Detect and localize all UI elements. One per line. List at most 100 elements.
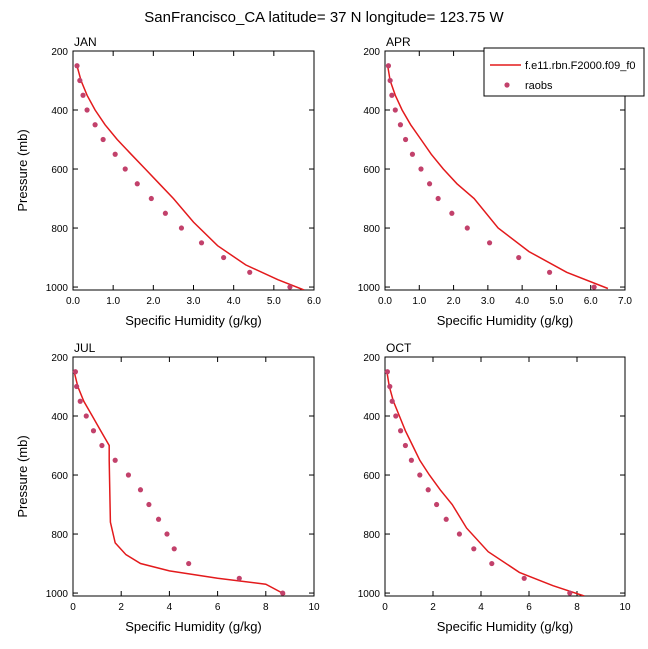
x-tick-label: 6 (526, 602, 532, 613)
raobs-point (425, 487, 431, 493)
y-tick-label: 400 (51, 106, 68, 117)
raobs-point (417, 472, 423, 478)
y-tick-label: 200 (363, 353, 380, 364)
x-tick-label: 5.0 (549, 296, 563, 307)
figure-title: SanFrancisco_CA latitude= 37 N longitude… (144, 9, 504, 26)
raobs-point (567, 590, 573, 596)
y-tick-label: 600 (51, 471, 68, 482)
raobs-point (389, 398, 395, 404)
y-tick-label: 1000 (46, 589, 69, 600)
x-axis-label: Specific Humidity (g/kg) (437, 313, 574, 328)
raobs-point (134, 181, 140, 187)
raobs-point (449, 210, 455, 216)
raobs-point (83, 413, 89, 419)
legend: f.e11.rbn.F2000.f09_f0 raobs (483, 47, 645, 97)
model-line-apr (386, 65, 609, 290)
y-tick-label: 1000 (358, 589, 381, 600)
y-tick-label: 800 (363, 530, 380, 541)
raobs-point (112, 457, 118, 463)
raobs-point (398, 428, 404, 434)
y-tick-label: 600 (51, 165, 68, 176)
raobs-point (155, 516, 162, 522)
x-tick-label: 10 (619, 602, 631, 613)
y-tick-label: 1000 (358, 283, 381, 294)
raobs-point (456, 531, 462, 537)
x-tick-label: 4 (478, 602, 484, 613)
panels: 0.0 1.0 2.0 3.0 4.0 5.0 6.02004006008001000JAN… (15, 35, 632, 634)
x-axis-label: Specific Humidity (g/kg) (125, 313, 262, 328)
y-tick-label: 800 (363, 224, 380, 235)
raobs-point (443, 516, 449, 522)
panel-apr: 0.0 1.0 2.0 3.0 4.0 5.0 6.0 7.0 200 400 600 800 1000… (358, 35, 633, 328)
x-tick-label: 3.0 (187, 296, 201, 307)
raobs-point (77, 398, 83, 404)
raobs-point (393, 413, 399, 419)
panel-label-apr: APR (386, 35, 411, 49)
y-tick-label: 200 (51, 47, 68, 58)
x-tick-label: 0 (382, 602, 388, 613)
raobs-point (77, 77, 83, 84)
raobs-point (171, 546, 177, 552)
raobs-point (426, 181, 433, 187)
raobs-point (247, 269, 253, 275)
raobs-point (435, 195, 441, 202)
raobs-point (178, 225, 185, 231)
y-tick-label: 800 (51, 530, 68, 541)
raobs-point (100, 136, 106, 143)
raobs-point (389, 92, 395, 98)
raobs-point (402, 136, 409, 143)
raobs-point (74, 383, 80, 390)
raobs-point (409, 151, 416, 157)
x-tick-label: 1.0 (106, 296, 120, 307)
legend-obs-label: raobs (525, 80, 553, 92)
raobs-point (471, 546, 477, 552)
y-tick-label: 600 (363, 165, 380, 176)
raobs-point (546, 269, 553, 275)
x-tick-label: 4.0 (515, 296, 529, 307)
x-tick-label: 7.0 (618, 296, 632, 307)
y-tick-label: 1000 (46, 283, 69, 294)
panel-jul: 0 2 4 6 8 10 200 400 600 800 1000 JUL Specific Humid… (15, 341, 320, 634)
y-tick-label: 200 (51, 353, 68, 364)
raobs-point (489, 560, 495, 567)
plot-frame-jul (72, 356, 315, 597)
raobs-point (99, 442, 105, 449)
raobs-point (186, 560, 192, 567)
y-tick-label: 600 (363, 471, 380, 482)
x-tick-label: 3.0 (481, 296, 495, 307)
x-tick-label: 0 (70, 602, 76, 613)
raobs-point (72, 369, 79, 375)
raobs-point (408, 457, 414, 463)
panel-oct: 0 2 4 6 8 10 200 400 600 800 1000 OCT Specific Humid… (358, 341, 631, 634)
x-axis-label: Specific Humidity (g/kg) (125, 619, 262, 634)
x-tick-label: 0.0 (66, 296, 80, 307)
raobs-point (122, 166, 128, 172)
x-tick-label: 4.0 (227, 296, 241, 307)
y-tick-label: 800 (51, 224, 68, 235)
raobs-point (434, 501, 440, 508)
raobs-point (516, 254, 522, 261)
legend-model-label: f.e11.rbn.F2000.f09_f0 (525, 60, 636, 72)
raobs-point (392, 107, 398, 113)
raobs-point (198, 240, 205, 246)
x-tick-label: 2.0 (447, 296, 461, 307)
plot-frame-jan (72, 50, 315, 291)
x-tick-label: 5.0 (267, 296, 281, 307)
raobs-point (418, 166, 424, 172)
x-tick-label: 2 (118, 602, 124, 613)
y-tick-label: 200 (363, 47, 380, 58)
x-tick-label: 2.0 (146, 296, 160, 307)
raobs-point (146, 501, 152, 508)
raobs-point (221, 254, 227, 261)
y-tick-label: 400 (363, 106, 380, 117)
y-axis-label: Pressure (mb) (15, 435, 30, 517)
x-tick-label: 6 (215, 602, 221, 613)
plot-frame-oct (384, 356, 626, 597)
raobs-point (84, 107, 90, 113)
raobs-point (80, 92, 86, 98)
raobs-point (137, 487, 144, 493)
raobs-point (92, 122, 98, 128)
raobs-point (112, 151, 118, 157)
x-tick-label: 0.0 (378, 296, 392, 307)
